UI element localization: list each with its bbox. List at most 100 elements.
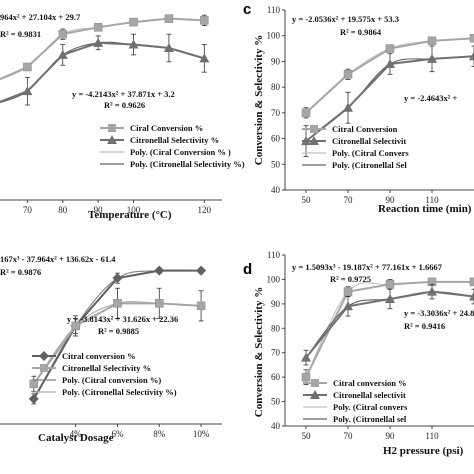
x-axis-label: Catalyst Dosage	[38, 432, 114, 444]
y-tick-label: 60	[271, 372, 281, 382]
y-tick-label: 80	[271, 82, 281, 92]
legend-label: Citral conversion %	[62, 351, 136, 361]
data-point	[469, 34, 474, 43]
trend-equation: y = -2.0536x² + 19.575x + 53.3	[292, 14, 399, 24]
trend-equation: y = -3.8143x² + 31.626x + 22.36	[67, 314, 178, 324]
x-tick-label: 90	[94, 205, 104, 215]
legend-marker	[311, 379, 319, 387]
trend-equation: y = -4.2143x² + 37.871x + 3.2	[72, 89, 175, 99]
legend-label: Poly. (Citral conversion %)	[62, 375, 161, 385]
legend-entry: Citronellal selectivit	[303, 390, 406, 400]
x-tick-label: 8%	[153, 429, 166, 439]
trend-equation: R² = 0.9626	[104, 100, 145, 110]
data-point	[343, 102, 353, 112]
data-point	[385, 280, 395, 289]
y-tick-label: 100	[267, 31, 281, 41]
legend-entry: Citral Conversion	[302, 124, 398, 134]
x-tick-label: 10%	[193, 429, 210, 439]
legend-label: Poly. (Citronellal Selectivity %)	[62, 387, 177, 397]
legend-label: Citronellal Selectivity %	[62, 363, 151, 373]
legend-label: Poly. (Citral Convers	[332, 148, 409, 158]
legend-marker	[39, 351, 49, 361]
legend-entry: Citral conversion %	[303, 378, 407, 388]
data-point	[71, 321, 80, 331]
x-tick-label: 120	[198, 205, 212, 215]
data-point	[58, 29, 68, 39]
data-point	[163, 43, 174, 52]
data-point	[469, 51, 474, 61]
legend-entry: Citronellal Selectivit	[302, 136, 406, 146]
data-point	[427, 36, 437, 46]
legend-entry: Poly. (Citronellal Selectivity %)	[100, 159, 245, 169]
data-point	[23, 62, 32, 72]
y-tick-label: 40	[271, 421, 281, 431]
legend-entry: Citral conversion %	[32, 351, 136, 361]
x-tick-label: 110	[425, 431, 439, 441]
legend-label: Ciral Conversion %	[130, 123, 203, 133]
legend-label: Citral conversion %	[333, 378, 407, 388]
legend-entry: Poly. (Citral convers	[303, 402, 408, 412]
legend-entry: Ciral Conversion %	[100, 123, 203, 133]
x-tick-label: 80	[58, 205, 68, 215]
x-tick-label: 90	[386, 195, 396, 205]
x-tick-label: 70	[344, 195, 354, 205]
trend-equation: R² = 0.9831	[0, 29, 41, 39]
legend-label: Citronellal selectivit	[333, 390, 406, 400]
trend-equation: R² = 0.9885	[98, 326, 139, 336]
trend-equation: y = 1.5093x³ - 19.187x² + 77.161x + 1.66…	[292, 262, 443, 272]
data-point	[427, 53, 437, 63]
plot-area	[0, 14, 210, 106]
data-point	[199, 53, 210, 63]
legend-entry: Citronellal Selectivity %	[100, 135, 219, 145]
legend-label: Poly. (Ciral Conversion % )	[130, 147, 231, 157]
data-point	[93, 37, 104, 47]
legend-marker	[310, 125, 318, 133]
panel-label: c	[243, 1, 251, 18]
data-point	[22, 86, 33, 96]
x-tick-label: 70	[23, 205, 33, 215]
y-tick-label: 50	[271, 159, 281, 169]
x-tick-label: 6%	[111, 429, 124, 439]
x-tick-label: 70	[344, 431, 354, 441]
x-tick-label: 110	[425, 195, 439, 205]
y-tick-label: 40	[271, 185, 281, 195]
data-point	[196, 265, 207, 276]
trend-equation: R² = 0.9864	[340, 27, 382, 37]
data-point	[28, 393, 39, 404]
data-point	[164, 14, 174, 23]
legend-entry: Poly. (Citronellal Selectivity %)	[32, 387, 177, 397]
panel-label: d	[243, 261, 252, 278]
y-tick-label: 70	[271, 348, 281, 358]
y-axis-label: Conversion & Selectivity %	[253, 35, 265, 165]
panel-b: 4% 6% 8% 10% Catalyst Dosage 167x³ - 37.964x²…	[0, 254, 222, 444]
data-point	[154, 265, 165, 276]
x-axis-label: H2 pressure (psi)	[383, 445, 464, 457]
x-axis-label: Reaction time (min)	[378, 203, 472, 215]
y-tick-label: 80	[271, 323, 281, 333]
legend-label: Citral Conversion	[332, 124, 398, 134]
data-point	[200, 16, 209, 25]
legend-marker	[309, 136, 319, 145]
x-tick-label: 100	[127, 205, 141, 215]
data-point	[469, 291, 474, 301]
x-tick-label: 4%	[70, 429, 83, 439]
legend-label: Citronellal Selectivit	[332, 136, 406, 146]
data-point	[343, 287, 353, 296]
legend-label: Poly. (Citral convers	[333, 402, 408, 412]
y-tick-label: 90	[271, 299, 281, 309]
data-point	[196, 301, 206, 311]
legend-entry: Citronellal Selectivity %	[32, 363, 151, 373]
y-tick-label: 100	[267, 274, 281, 284]
panel-d: 40 50 60 70 80 90 100 110 50 70 90 110 H2 pressure (…	[243, 250, 474, 457]
legend-label: Poly. (Citronellal Selectivity %)	[130, 159, 245, 169]
data-point	[385, 44, 395, 53]
y-tick-label: 70	[271, 108, 281, 118]
legend-marker	[310, 390, 320, 399]
data-point	[128, 39, 139, 49]
data-point	[301, 352, 311, 362]
legend-marker	[107, 135, 117, 144]
legend-label: Citronellal Selectivity %	[130, 135, 219, 145]
data-point	[385, 59, 395, 68]
data-point	[57, 49, 68, 59]
legend-marker	[40, 364, 48, 372]
